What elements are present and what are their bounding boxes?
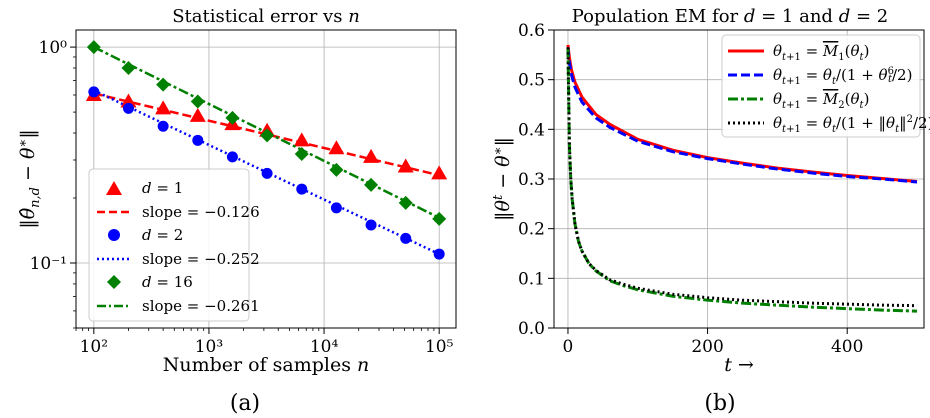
legend-label-theta6: θt+1 = θt/(1 + θ6 t/2) xyxy=(773,66,912,87)
legend-triangle-marker xyxy=(106,181,122,195)
series-slope-0-261 xyxy=(93,45,440,219)
diamond-marker xyxy=(225,110,240,125)
panel-b-ticks: 0 200 400 0.0 0.1 0.2 0.3 0.4 0.5 0.6 xyxy=(518,21,863,357)
legend-entry-M2: θt+1 = M2(θt) xyxy=(728,90,869,111)
panel-a-ytick-label: 10⁻¹ xyxy=(30,254,67,274)
circle-marker xyxy=(122,102,134,114)
series-slope-0-252 xyxy=(93,89,440,256)
panel-a-caption: (a) xyxy=(230,391,260,416)
panel-b-ytick-label: 0.0 xyxy=(518,319,545,339)
triangle-marker xyxy=(120,93,137,108)
panel-a-ylabel: ‖θ̂n,d − θ∗‖ xyxy=(16,129,43,229)
triangle-marker xyxy=(431,165,448,180)
panel-a-ytick-label: 10⁰ xyxy=(39,38,68,58)
circle-marker xyxy=(226,151,238,163)
panel-a-xtick-label: 10³ xyxy=(195,337,223,357)
circle-marker xyxy=(157,120,169,132)
legend-entry-norm2: θt+1 = θt/(1 + ‖θt‖2/2) xyxy=(728,114,930,135)
panel-b-ylabel: ‖θt − θ∗‖ xyxy=(491,137,514,221)
legend-entry-M1: θt+1 = M1(θt) xyxy=(728,42,869,63)
panel-b-xtick-label: 0 xyxy=(563,337,574,357)
panel-a: 10² 10³ 10⁴ 10⁵ 10⁻¹ 10⁰ Statistical error vs… xyxy=(16,6,457,416)
panel-b-ytick-label: 0.3 xyxy=(518,170,545,190)
legend-diamond-marker xyxy=(107,275,121,289)
legend-entry-slope-d1: slope = −0.126 xyxy=(97,203,260,221)
panel-b-series xyxy=(566,44,918,313)
panel-a-title: Statistical error vs n xyxy=(172,6,360,27)
panel-b-title: Population EM for d = 1 and d = 2 xyxy=(572,6,888,27)
legend-entry-slope-d16: slope = −0.261 xyxy=(97,297,260,315)
legend-entry-d2: d = 2 xyxy=(108,226,183,244)
circle-marker xyxy=(330,202,342,214)
panel-a-legend-box xyxy=(88,168,250,322)
panel-b-legend: θt+1 = M1(θt) θt+1 = θt/(1 + θ6 t/2) θt+1… xyxy=(721,34,930,138)
panel-b: 0 200 400 0.0 0.1 0.2 0.3 0.4 0.5 0.6 Population … xyxy=(491,6,930,416)
panel-b-ytick-label: 0.5 xyxy=(518,71,545,91)
diamond-marker xyxy=(260,128,275,143)
fit-line xyxy=(93,45,440,219)
circle-marker xyxy=(433,248,445,260)
circle-marker xyxy=(88,86,100,98)
legend-label-M1: θt+1 = M1(θt) xyxy=(773,42,869,63)
fit-line xyxy=(93,89,440,256)
triangle-marker xyxy=(397,158,414,173)
legend-label-d1: d = 1 xyxy=(142,179,183,197)
diamond-marker xyxy=(190,94,205,109)
panel-b-ytick-label: 0.6 xyxy=(518,21,545,41)
legend-circle-marker xyxy=(108,229,120,241)
panel-b-xlabel: t → xyxy=(724,354,754,376)
series-line-1 xyxy=(566,47,918,184)
panel-a-ticks: 10² 10³ 10⁴ 10⁵ 10⁻¹ 10⁰ xyxy=(30,38,454,357)
legend-label-slope-d1: slope = −0.126 xyxy=(142,203,260,221)
diamond-marker xyxy=(121,61,136,76)
panel-b-ytick-label: 0.1 xyxy=(518,269,545,289)
circle-marker xyxy=(261,167,273,179)
panel-b-xtick-label: 400 xyxy=(831,337,863,357)
legend-label-d16: d = 16 xyxy=(142,273,193,291)
circle-marker xyxy=(365,219,377,231)
panel-a-series xyxy=(85,40,448,260)
panel-a-xtick-label: 10⁵ xyxy=(425,337,454,357)
panel-b-legend-box xyxy=(721,34,921,138)
triangle-marker xyxy=(155,100,172,115)
legend-label-M2: θt+1 = M2(θt) xyxy=(773,90,869,111)
panel-b-caption: (b) xyxy=(704,391,735,416)
series-line-3 xyxy=(566,47,918,308)
panel-a-xtick-label: 10⁴ xyxy=(310,337,339,357)
panel-b-ytick-label: 0.2 xyxy=(518,220,545,240)
diamond-marker xyxy=(156,77,171,92)
legend-label-slope-d16: slope = −0.261 xyxy=(142,297,260,315)
panel-a-xlabel: Number of samples n xyxy=(163,354,370,376)
panel-b-ytick-label: 0.4 xyxy=(518,120,545,140)
panel-b-xtick-label: 200 xyxy=(691,337,723,357)
legend-entry-slope-d2: slope = −0.252 xyxy=(97,250,260,268)
legend-label-norm2: θt+1 = θt/(1 + ‖θt‖2/2) xyxy=(773,114,930,135)
panel-a-plot-border xyxy=(75,29,457,329)
legend-label-slope-d2: slope = −0.252 xyxy=(142,250,260,268)
legend-label-d2: d = 2 xyxy=(142,226,183,244)
legend-entry-d1: d = 1 xyxy=(106,179,183,197)
panel-a-legend: d = 1 slope = −0.126 d = 2 slope = −0.25… xyxy=(88,168,260,322)
legend-entry-theta6: θt+1 = θt/(1 + θ6 t/2) xyxy=(728,66,912,87)
panel-a-xtick-label: 10² xyxy=(80,337,108,357)
legend-entry-d16: d = 16 xyxy=(107,273,193,291)
